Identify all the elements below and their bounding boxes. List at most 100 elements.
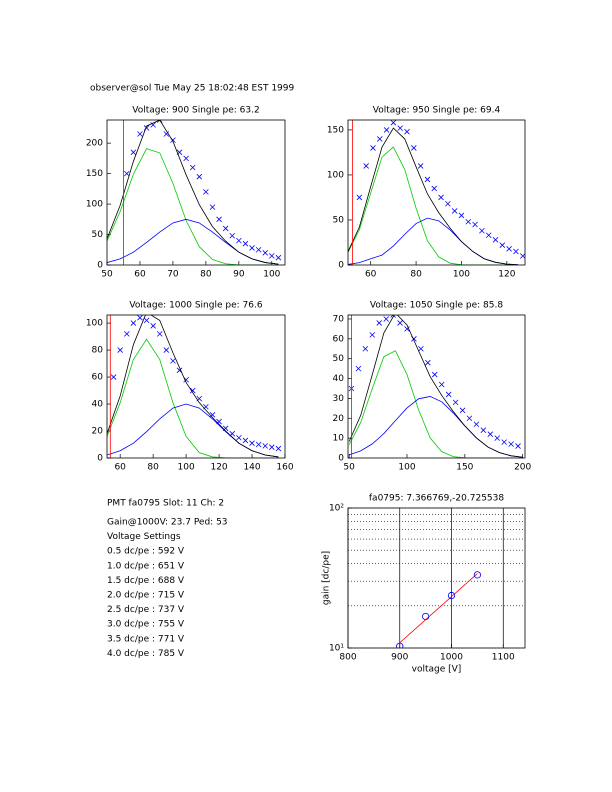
x-stroke	[397, 125, 403, 131]
x-tick-label: 100	[178, 463, 195, 473]
x-tick-label: 200	[514, 463, 531, 473]
x-tick-label: 120	[498, 270, 515, 280]
x-marker	[425, 359, 431, 366]
y-tick-label: 80	[92, 346, 104, 356]
x-stroke	[249, 245, 255, 251]
info-line: Gain@1000V: 23.7 Ped: 53	[107, 518, 228, 528]
x-stroke	[242, 437, 249, 444]
chart: Voltage: 1050 Single pe: 85.850 100 150 200…	[333, 301, 532, 473]
x-marker	[156, 120, 163, 123]
x-stroke	[390, 120, 397, 126]
x-marker	[170, 358, 176, 364]
x-stroke	[473, 421, 480, 428]
info-line: 1.0 dc/pe : 651 V	[107, 561, 185, 571]
x-stroke	[383, 127, 390, 133]
x-marker	[255, 441, 262, 448]
x-stroke	[123, 170, 130, 177]
x-tick-label: 70	[167, 270, 179, 280]
x-stroke	[438, 381, 445, 388]
y-tick-label: 20	[92, 427, 104, 437]
y-tick-label: 70	[333, 314, 345, 324]
x-stroke	[236, 434, 242, 441]
x-marker	[229, 232, 236, 239]
x-marker	[222, 225, 229, 232]
x-marker	[355, 365, 362, 372]
axes-box	[347, 119, 526, 266]
curve	[348, 217, 519, 265]
x-marker	[249, 245, 255, 251]
x-tick-label: 50	[101, 270, 113, 280]
x-marker	[150, 323, 156, 329]
x-marker	[362, 345, 369, 352]
axes-box	[106, 119, 286, 266]
info-line: 2.5 dc/pe : 737 V	[107, 605, 185, 615]
x-stroke	[163, 347, 170, 353]
x-stroke	[480, 427, 487, 433]
curve	[349, 396, 523, 458]
x-stroke	[404, 128, 410, 135]
x-marker	[236, 237, 242, 244]
x-marker	[404, 326, 410, 332]
info-line: 3.0 dc/pe : 755 V	[107, 620, 185, 630]
x-marker	[465, 218, 472, 225]
y-tick-label: 100	[86, 319, 103, 329]
y-tick-label: 40	[333, 374, 345, 384]
curve	[107, 338, 279, 458]
x-tick-label: 120	[210, 463, 227, 473]
x-marker	[255, 246, 262, 253]
x-tick-label: 50	[343, 463, 355, 473]
x-stroke	[390, 315, 394, 318]
plot-area	[396, 571, 481, 648]
header: observer@sol Tue May 25 18:02:48 EST 199…	[90, 84, 294, 94]
x-stroke	[404, 326, 410, 332]
x-tick-label: 900	[391, 653, 408, 663]
x-marker	[203, 189, 209, 195]
y-axis-label: gain [dc/pe]	[322, 551, 332, 605]
y-tick-label: 0	[338, 261, 344, 271]
x-tick-label: 150	[456, 463, 473, 473]
x-stroke	[189, 387, 196, 394]
x-stroke	[143, 317, 150, 324]
x-marker	[383, 316, 389, 322]
x-marker	[466, 415, 473, 422]
axes-box	[347, 314, 526, 459]
x-marker	[499, 242, 506, 248]
x-stroke	[506, 246, 512, 252]
x-marker	[209, 204, 216, 210]
chart: fa0795: 7.366769,-20.725538 800 900 1000 110…	[322, 494, 526, 675]
chart-title: Voltage: 1000 Single pe: 76.6	[129, 301, 262, 311]
x-tick-label: 1000	[440, 653, 463, 663]
x-tick-label: 60	[134, 270, 146, 280]
x-stroke	[275, 254, 282, 261]
curve	[107, 218, 279, 265]
info-line: 2.0 dc/pe : 715 V	[107, 591, 185, 601]
x-marker	[369, 332, 376, 338]
y-tick-label: 10²	[329, 504, 344, 514]
x-stroke	[466, 415, 473, 422]
x-stroke	[370, 145, 376, 151]
x-stroke	[494, 435, 501, 441]
x-marker	[163, 131, 170, 137]
x-stroke	[431, 371, 438, 378]
x-stroke	[183, 155, 189, 162]
chart: Voltage: 1000 Single pe: 76.6 60 80 100 120 1…	[86, 301, 294, 473]
chart-title: Voltage: 900 Single pe: 63.2	[132, 106, 259, 116]
x-marker	[494, 435, 501, 441]
info-line: 0.5 dc/pe : 592 V	[107, 547, 185, 557]
circle-marker	[447, 591, 456, 600]
x-marker	[515, 443, 521, 449]
x-tick-label: 80	[200, 270, 212, 280]
x-marker	[216, 216, 222, 223]
x-marker	[506, 246, 512, 252]
x-marker	[356, 194, 363, 201]
x-marker	[262, 443, 269, 449]
x-stroke	[485, 232, 492, 239]
x-stroke	[209, 412, 216, 418]
plot-area	[348, 315, 523, 458]
circle-marker	[422, 612, 430, 621]
x-stroke	[472, 221, 478, 228]
x-stroke	[492, 236, 499, 243]
x-stroke	[376, 136, 383, 142]
x-tick-label: 100	[263, 270, 280, 280]
